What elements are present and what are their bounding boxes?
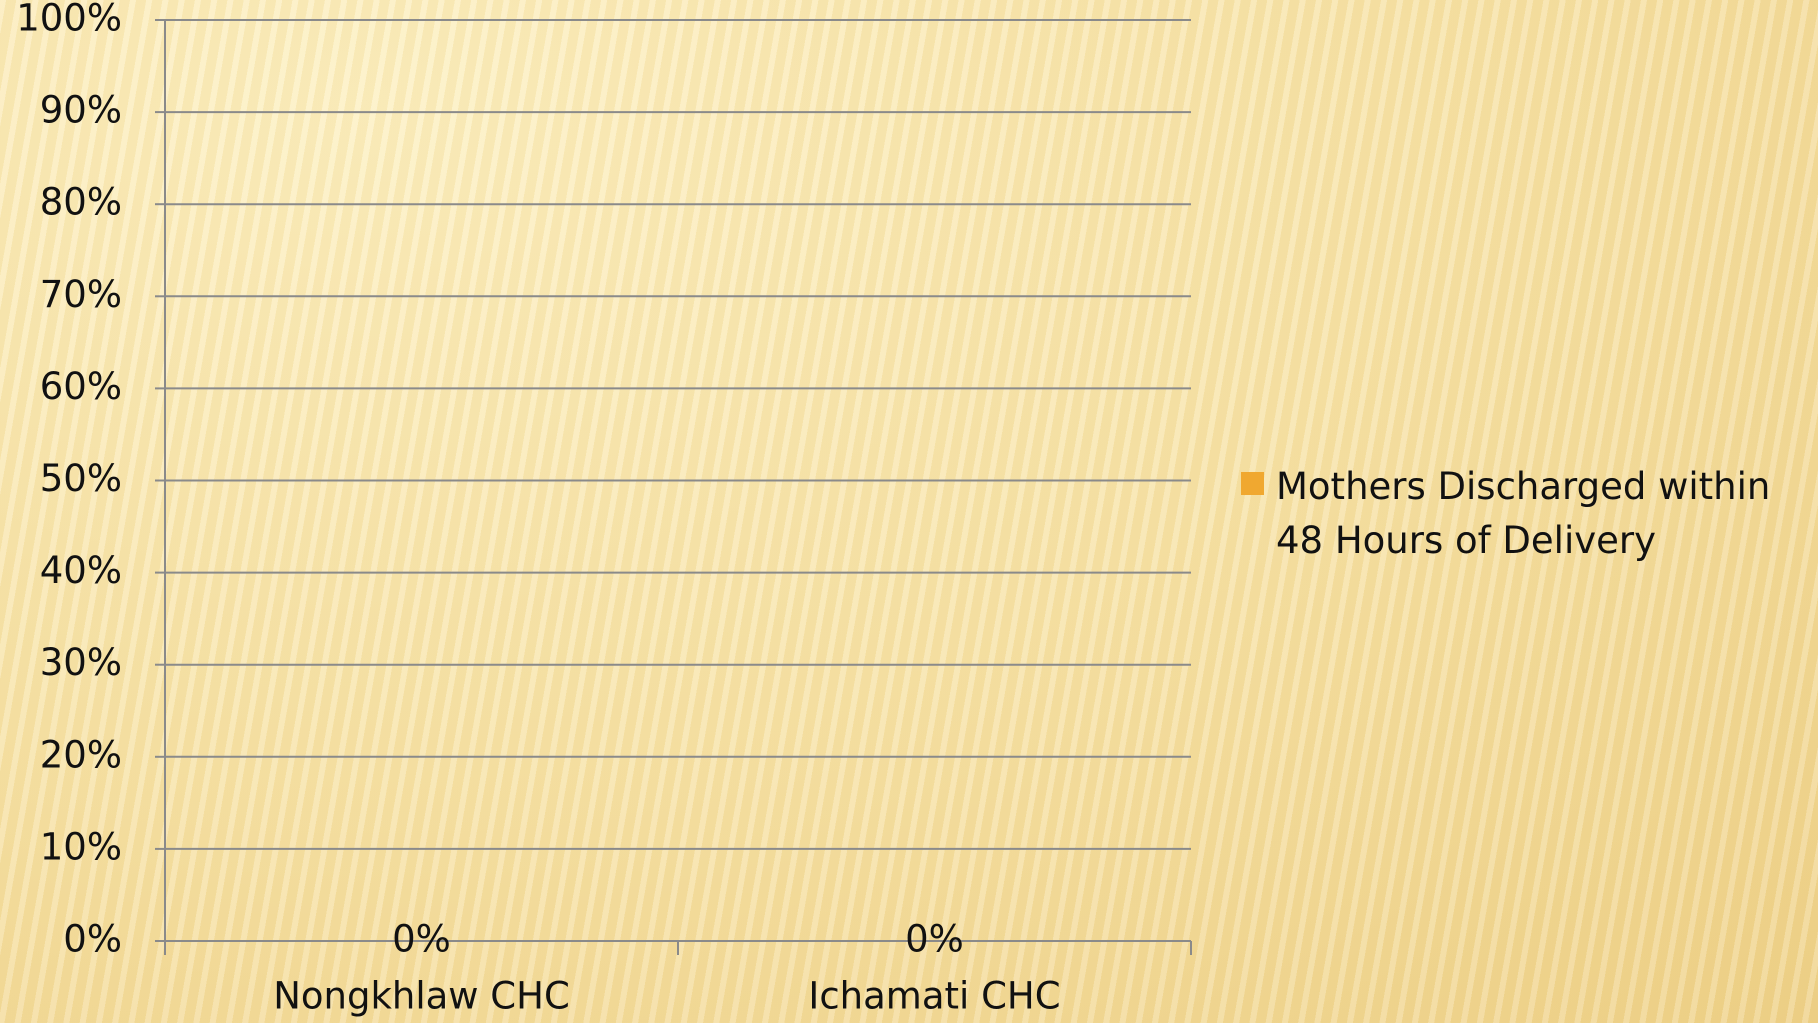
y-tick-label: 90% bbox=[40, 89, 122, 132]
x-tick-label: Ichamati CHC bbox=[808, 975, 1060, 1018]
x-tick-label: Nongkhlaw CHC bbox=[273, 975, 570, 1018]
y-tick-label: 80% bbox=[40, 181, 122, 224]
value-label: 0% bbox=[905, 918, 964, 961]
legend: Mothers Discharged within 48 Hours of De… bbox=[1241, 460, 1811, 568]
y-tick-label: 10% bbox=[40, 825, 122, 868]
y-tick-label: 0% bbox=[63, 918, 122, 961]
y-tick-label: 40% bbox=[40, 549, 122, 592]
y-tick-label: 50% bbox=[40, 457, 122, 500]
legend-swatch bbox=[1241, 472, 1264, 495]
y-tick-label: 60% bbox=[40, 365, 122, 408]
y-tick-label: 70% bbox=[40, 273, 122, 316]
y-tick-label: 30% bbox=[40, 641, 122, 684]
value-label: 0% bbox=[392, 918, 451, 961]
y-tick-label: 20% bbox=[40, 733, 122, 776]
legend-label: Mothers Discharged within 48 Hours of De… bbox=[1276, 465, 1771, 562]
y-tick-label: 100% bbox=[16, 0, 122, 40]
